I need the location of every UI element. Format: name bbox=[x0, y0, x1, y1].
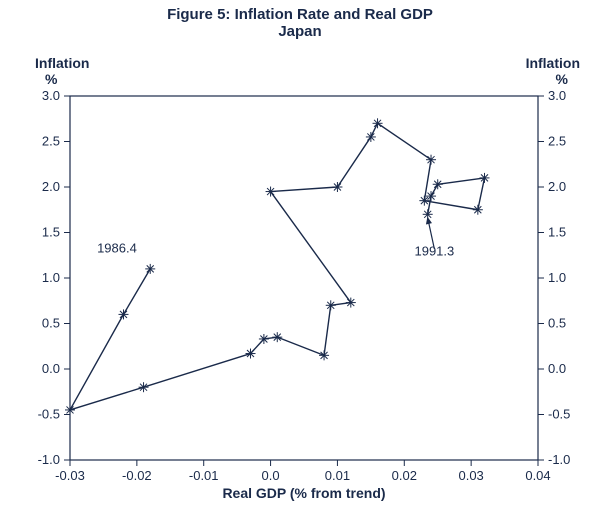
data-marker bbox=[373, 118, 383, 128]
x-tick-label: 0.02 bbox=[392, 468, 417, 483]
data-marker bbox=[366, 132, 376, 142]
chart-svg: -0.03-0.02-0.010.00.010.020.030.04-1.0-1… bbox=[0, 40, 600, 510]
data-marker bbox=[139, 382, 149, 392]
x-tick-label: -0.03 bbox=[55, 468, 85, 483]
y-tick-label-left: 0.0 bbox=[42, 361, 60, 376]
figure-title: Figure 5: Inflation Rate and Real GDP bbox=[0, 0, 600, 25]
data-marker bbox=[272, 332, 282, 342]
x-tick-label: 0.04 bbox=[525, 468, 550, 483]
y-tick-label-right: 2.0 bbox=[548, 179, 566, 194]
y-tick-label-right: 0.5 bbox=[548, 315, 566, 330]
y-tick-label-right: 2.5 bbox=[548, 133, 566, 148]
data-marker bbox=[419, 195, 429, 205]
data-marker bbox=[473, 205, 483, 215]
y-right-label-2: % bbox=[556, 71, 569, 87]
x-tick-label: 0.0 bbox=[262, 468, 280, 483]
data-marker bbox=[426, 154, 436, 164]
annotation-label: 1986.4 bbox=[97, 240, 137, 255]
data-marker bbox=[259, 334, 269, 344]
data-marker bbox=[145, 264, 155, 274]
y-tick-label-left: 1.5 bbox=[42, 224, 60, 239]
data-marker bbox=[266, 186, 276, 196]
x-tick-label: -0.01 bbox=[189, 468, 219, 483]
figure-subtitle: Japan bbox=[0, 23, 600, 40]
x-tick-label: 0.01 bbox=[325, 468, 350, 483]
annotation-label: 1991.3 bbox=[414, 243, 454, 258]
data-marker bbox=[426, 191, 436, 201]
y-tick-label-left: -0.5 bbox=[38, 406, 60, 421]
y-right-label-1: Inflation bbox=[526, 55, 580, 71]
y-tick-label-left: 1.0 bbox=[42, 270, 60, 285]
y-tick-label-right: 3.0 bbox=[548, 88, 566, 103]
data-marker bbox=[246, 348, 256, 358]
data-marker bbox=[65, 405, 75, 415]
data-marker bbox=[319, 350, 329, 360]
y-tick-label-right: 1.5 bbox=[548, 224, 566, 239]
data-marker bbox=[326, 300, 336, 310]
y-tick-label-left: 3.0 bbox=[42, 88, 60, 103]
y-left-label-2: % bbox=[45, 71, 58, 87]
y-tick-label-left: 2.0 bbox=[42, 179, 60, 194]
annotation-arrow-head bbox=[427, 218, 432, 224]
y-tick-label-left: 2.5 bbox=[42, 133, 60, 148]
data-marker bbox=[480, 173, 490, 183]
x-tick-label: -0.02 bbox=[122, 468, 152, 483]
y-tick-label-right: 0.0 bbox=[548, 361, 566, 376]
chart-area: -0.03-0.02-0.010.00.010.020.030.04-1.0-1… bbox=[0, 40, 600, 510]
data-marker bbox=[118, 309, 128, 319]
data-marker bbox=[433, 179, 443, 189]
y-tick-label-left: 0.5 bbox=[42, 315, 60, 330]
y-tick-label-right: -0.5 bbox=[548, 406, 570, 421]
data-marker bbox=[332, 182, 342, 192]
y-tick-label-left: -1.0 bbox=[38, 452, 60, 467]
data-line bbox=[70, 123, 485, 410]
y-tick-label-right: 1.0 bbox=[548, 270, 566, 285]
y-left-label-1: Inflation bbox=[35, 55, 89, 71]
data-marker bbox=[346, 297, 356, 307]
y-tick-label-right: -1.0 bbox=[548, 452, 570, 467]
x-tick-label: 0.03 bbox=[458, 468, 483, 483]
x-axis-label: Real GDP (% from trend) bbox=[222, 485, 385, 501]
plot-frame bbox=[70, 96, 538, 460]
